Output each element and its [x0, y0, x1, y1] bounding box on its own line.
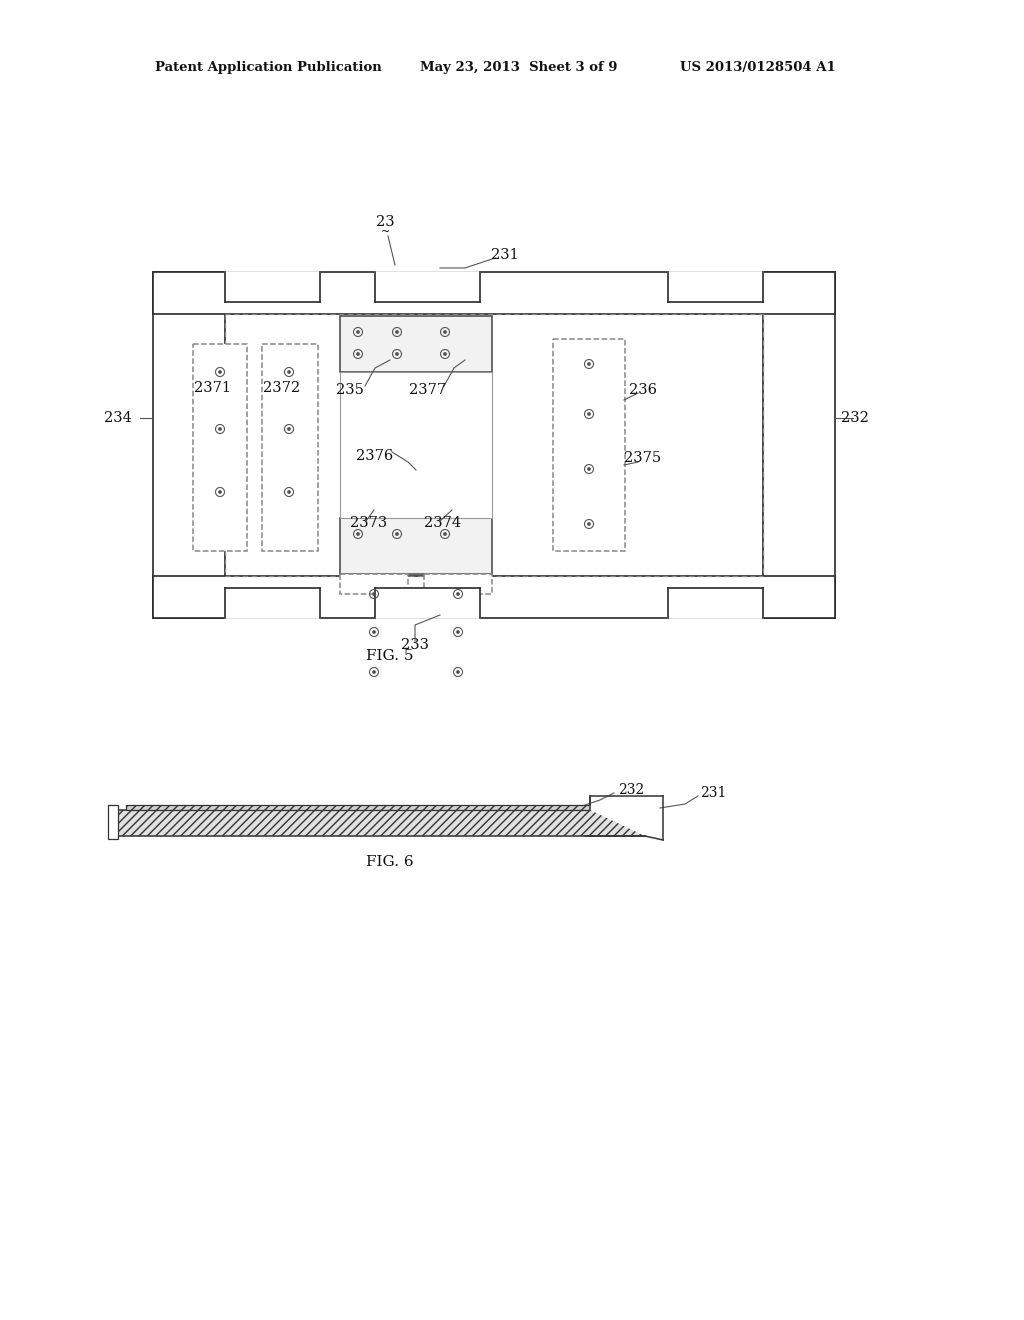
Bar	[668, 587, 763, 618]
Circle shape	[396, 352, 398, 355]
Bar	[108, 805, 118, 840]
Circle shape	[373, 671, 375, 673]
Circle shape	[457, 671, 459, 673]
Bar	[553, 339, 625, 550]
Bar	[424, 574, 492, 594]
Circle shape	[356, 352, 359, 355]
Bar	[375, 587, 480, 618]
Text: 2372: 2372	[263, 381, 300, 395]
Bar	[153, 272, 225, 618]
Circle shape	[588, 413, 590, 416]
Text: 235: 235	[336, 383, 364, 397]
Circle shape	[457, 593, 459, 595]
Bar	[340, 372, 492, 517]
Text: FIG. 5: FIG. 5	[367, 649, 414, 663]
Bar	[118, 810, 645, 836]
Circle shape	[356, 533, 359, 535]
Circle shape	[219, 371, 221, 374]
Circle shape	[588, 523, 590, 525]
Bar	[153, 272, 835, 314]
Circle shape	[373, 593, 375, 595]
Circle shape	[396, 331, 398, 333]
Bar	[340, 574, 408, 594]
Circle shape	[588, 467, 590, 470]
Bar	[340, 315, 492, 372]
Bar	[225, 587, 319, 618]
Text: 2371: 2371	[194, 381, 231, 395]
Bar	[126, 805, 590, 810]
Text: 2376: 2376	[356, 449, 393, 463]
Text: 23: 23	[376, 215, 394, 228]
Circle shape	[373, 631, 375, 634]
Text: 231: 231	[700, 785, 726, 800]
Circle shape	[396, 533, 398, 535]
Circle shape	[588, 363, 590, 366]
Circle shape	[288, 428, 290, 430]
Circle shape	[219, 428, 221, 430]
Bar	[763, 272, 835, 618]
Circle shape	[443, 533, 446, 535]
Text: 234: 234	[104, 411, 132, 425]
Polygon shape	[590, 796, 663, 840]
Circle shape	[288, 371, 290, 374]
Bar	[340, 517, 492, 574]
Text: 233: 233	[401, 638, 429, 652]
Text: US 2013/0128504 A1: US 2013/0128504 A1	[680, 62, 836, 74]
Bar	[375, 272, 480, 302]
Text: 2374: 2374	[424, 516, 461, 531]
Circle shape	[219, 491, 221, 494]
Text: 232: 232	[618, 783, 644, 797]
Text: ~: ~	[380, 227, 389, 238]
Text: 231: 231	[492, 248, 519, 261]
Text: 2377: 2377	[410, 383, 446, 397]
Circle shape	[457, 631, 459, 634]
Bar	[262, 345, 318, 550]
Circle shape	[288, 491, 290, 494]
Text: 232: 232	[841, 411, 869, 425]
Circle shape	[443, 352, 446, 355]
Bar	[153, 576, 835, 618]
Text: Patent Application Publication: Patent Application Publication	[155, 62, 382, 74]
Text: 2375: 2375	[625, 451, 662, 465]
Circle shape	[443, 331, 446, 333]
Text: 2373: 2373	[350, 516, 387, 531]
Circle shape	[356, 331, 359, 333]
Bar	[668, 272, 763, 302]
Bar	[193, 345, 247, 550]
Text: FIG. 6: FIG. 6	[367, 855, 414, 869]
Text: 236: 236	[629, 383, 657, 397]
Bar	[225, 272, 319, 302]
Text: May 23, 2013  Sheet 3 of 9: May 23, 2013 Sheet 3 of 9	[420, 62, 617, 74]
